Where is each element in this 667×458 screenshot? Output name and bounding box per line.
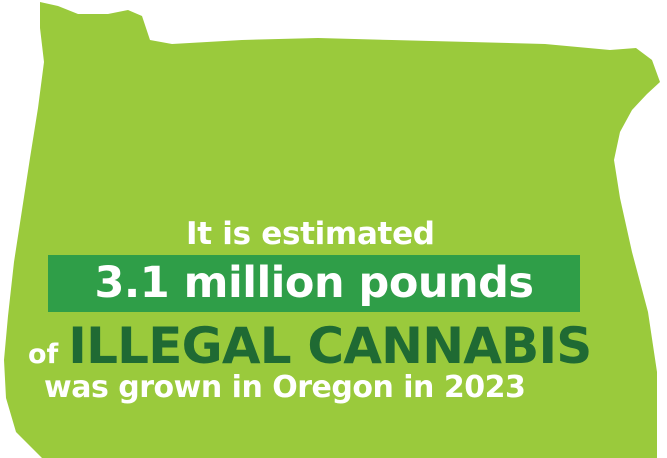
location-year-text: was grown in Oregon in 2023	[44, 370, 526, 405]
amount-text: 3.1 million pounds	[94, 258, 534, 308]
substance-line: of ILLEGAL CANNABIS	[28, 317, 592, 375]
intro-text: It is estimated	[186, 216, 435, 252]
amount-highlight-box: 3.1 million pounds	[48, 255, 580, 312]
substance-prefix: of	[28, 339, 59, 370]
substance-emphasis: ILLEGAL CANNABIS	[68, 317, 592, 375]
